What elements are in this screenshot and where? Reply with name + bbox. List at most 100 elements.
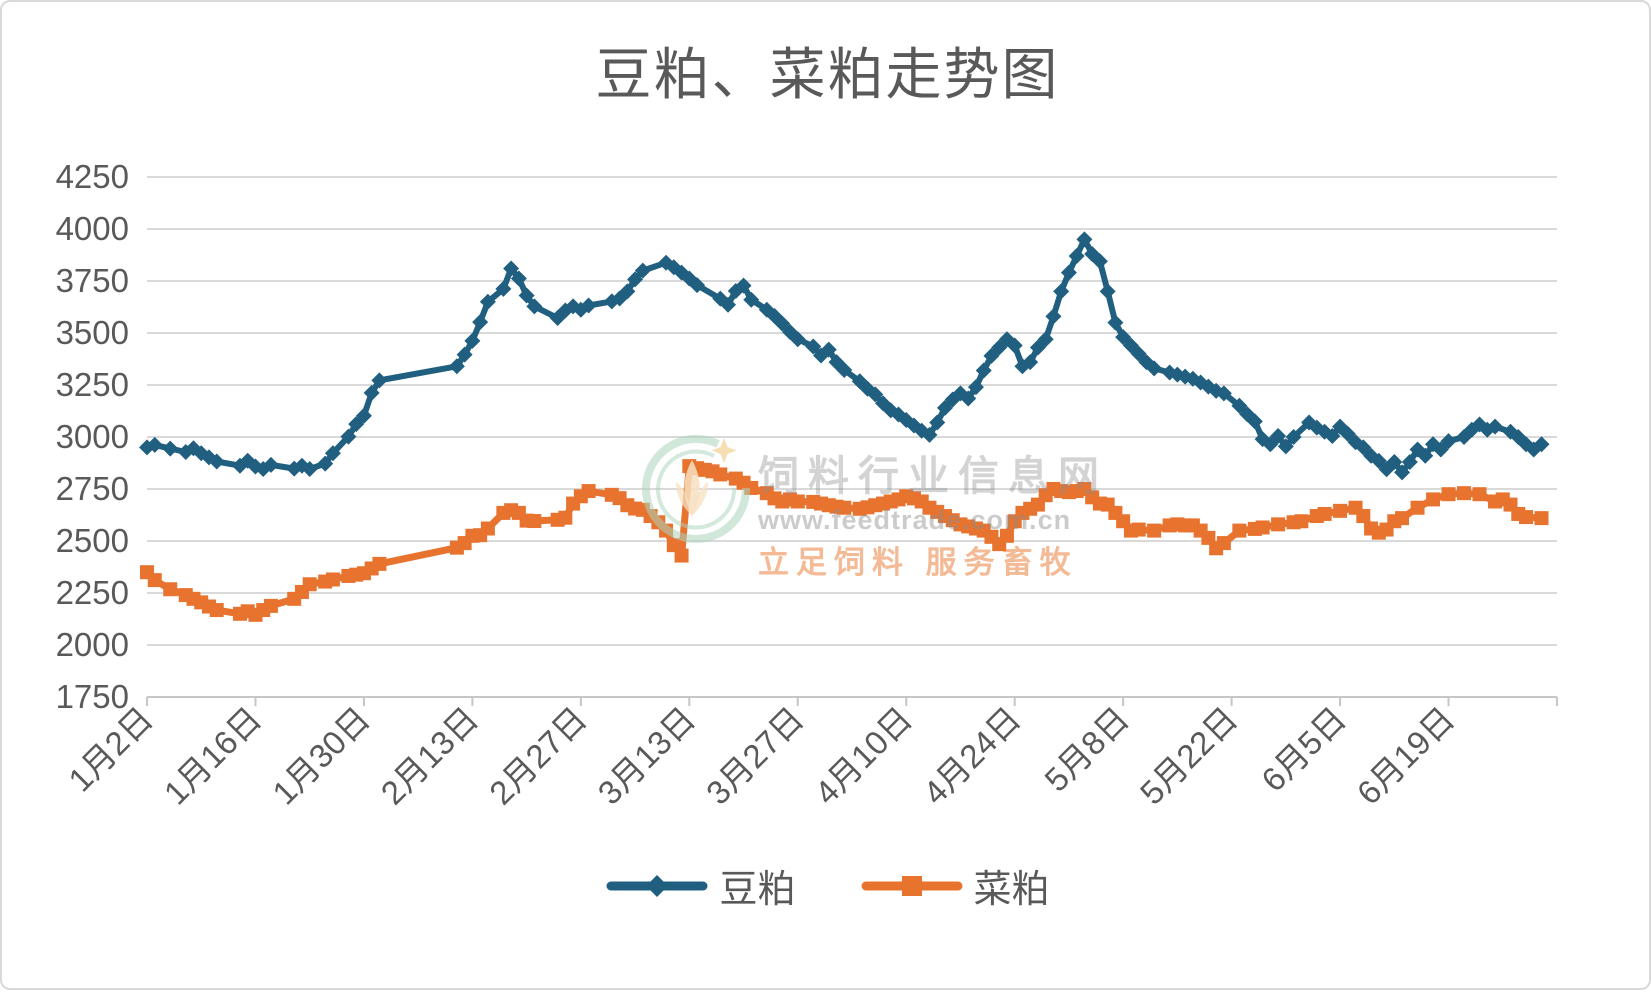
data-point-marker-soybean-meal xyxy=(1060,264,1077,281)
data-point-marker-soybean-meal xyxy=(991,339,1008,356)
data-point-marker-soybean-meal xyxy=(1045,308,1062,325)
data-point-marker-rapeseed-meal xyxy=(527,514,542,529)
data-point-marker-rapeseed-meal xyxy=(163,582,178,597)
data-point-marker-soybean-meal xyxy=(301,461,318,478)
data-point-marker-rapeseed-meal xyxy=(999,528,1014,543)
y-axis-tick-label: 4000 xyxy=(56,210,129,247)
data-point-marker-soybean-meal xyxy=(1324,427,1341,444)
data-point-marker-rapeseed-meal xyxy=(1294,514,1309,529)
data-point-marker-rapeseed-meal xyxy=(1534,511,1549,526)
data-point-marker-soybean-meal xyxy=(1262,436,1279,453)
data-point-marker-rapeseed-meal xyxy=(790,494,805,509)
x-axis-tick-label: 5月8日 xyxy=(1037,700,1136,799)
data-point-marker-rapeseed-meal xyxy=(209,603,224,618)
data-point-marker-soybean-meal xyxy=(317,455,334,472)
data-point-marker-soybean-meal xyxy=(503,260,520,277)
data-point-marker-soybean-meal xyxy=(921,426,938,443)
soybean-meal-series-swatch-icon xyxy=(606,874,708,897)
data-point-marker-soybean-meal xyxy=(720,296,737,313)
data-point-marker-soybean-meal xyxy=(1037,331,1054,348)
chart-title: 豆粕、菜粕走势图 xyxy=(595,43,1060,106)
data-point-marker-rapeseed-meal xyxy=(1333,503,1348,518)
data-point-marker-soybean-meal xyxy=(371,372,388,389)
y-axis-tick-label: 3750 xyxy=(56,262,129,299)
data-point-marker-soybean-meal xyxy=(146,436,163,453)
data-point-marker-soybean-meal xyxy=(1099,283,1116,300)
data-point-marker-rapeseed-meal xyxy=(1271,517,1286,532)
data-point-marker-rapeseed-meal xyxy=(480,521,495,536)
data-point-marker-soybean-meal xyxy=(1339,425,1356,442)
data-point-marker-soybean-meal xyxy=(348,416,365,433)
data-point-marker-soybean-meal xyxy=(363,384,380,401)
data-point-marker-soybean-meal xyxy=(448,358,465,375)
rapeseed-meal-series-swatch-icon xyxy=(861,875,962,896)
data-point-marker-soybean-meal xyxy=(634,262,651,279)
data-point-marker-soybean-meal xyxy=(1277,438,1294,455)
data-point-marker-soybean-meal xyxy=(340,428,357,445)
y-axis-tick-label: 3500 xyxy=(56,314,129,351)
y-axis-tick-label: 4250 xyxy=(56,158,129,195)
x-axis-tick-label: 6月19日 xyxy=(1350,700,1462,812)
data-point-marker-soybean-meal xyxy=(479,293,496,310)
data-point-marker-soybean-meal xyxy=(355,407,372,424)
data-point-marker-soybean-meal xyxy=(1115,329,1132,346)
data-point-marker-soybean-meal xyxy=(1053,283,1070,300)
y-axis-tick-label: 2500 xyxy=(56,522,129,559)
data-point-marker-soybean-meal xyxy=(1076,231,1093,248)
data-point-marker-soybean-meal xyxy=(162,440,179,457)
y-axis-tick-label: 3000 xyxy=(56,418,129,455)
data-point-marker-soybean-meal xyxy=(1029,339,1046,356)
data-point-marker-soybean-meal xyxy=(1270,427,1287,444)
data-point-marker-soybean-meal xyxy=(262,456,279,473)
data-point-marker-soybean-meal xyxy=(960,390,977,407)
data-point-marker-rapeseed-meal xyxy=(674,548,689,563)
data-point-marker-soybean-meal xyxy=(805,338,822,355)
data-point-marker-rapeseed-meal xyxy=(1216,536,1231,551)
data-point-marker-soybean-meal xyxy=(967,379,984,396)
data-point-marker-soybean-meal xyxy=(456,346,473,363)
legend-item-soybean-meal: 豆粕 xyxy=(605,858,796,913)
data-point-marker-rapeseed-meal xyxy=(1519,510,1534,525)
data-point-marker-soybean-meal xyxy=(836,362,853,379)
chart-legend: 豆粕 菜粕 xyxy=(2,858,1651,913)
data-point-marker-soybean-meal xyxy=(1432,441,1449,458)
data-point-marker-soybean-meal xyxy=(1401,453,1418,470)
data-point-marker-rapeseed-meal xyxy=(744,480,759,495)
x-axis-tick-label: 6月5日 xyxy=(1254,700,1353,799)
legend-label-rapeseed-meal: 菜粕 xyxy=(973,869,1050,911)
data-point-marker-soybean-meal xyxy=(743,291,760,308)
data-point-marker-rapeseed-meal xyxy=(325,572,340,587)
x-axis-tick-label: 3月27日 xyxy=(699,700,811,812)
data-point-marker-rapeseed-meal xyxy=(1426,492,1441,507)
y-axis-tick-label: 2750 xyxy=(56,470,129,507)
y-axis-tick-label: 1750 xyxy=(56,678,129,715)
data-point-marker-soybean-meal xyxy=(1068,248,1085,265)
data-point-marker-rapeseed-meal xyxy=(1232,523,1247,538)
x-axis-tick-label: 4月24日 xyxy=(916,700,1028,812)
data-point-marker-soybean-meal xyxy=(1417,447,1434,464)
data-point-marker-rapeseed-meal xyxy=(1147,523,1162,538)
data-point-marker-soybean-meal xyxy=(1022,354,1039,371)
data-point-marker-soybean-meal xyxy=(580,297,597,314)
data-point-marker-soybean-meal xyxy=(983,347,1000,364)
data-point-marker-rapeseed-meal xyxy=(302,577,317,592)
data-point-marker-soybean-meal xyxy=(324,445,341,462)
data-point-marker-rapeseed-meal xyxy=(263,598,278,613)
data-point-marker-rapeseed-meal xyxy=(581,484,596,499)
data-point-marker-soybean-meal xyxy=(1122,337,1139,354)
data-point-marker-soybean-meal xyxy=(1146,360,1163,377)
data-point-marker-soybean-meal xyxy=(619,283,636,300)
data-point-marker-soybean-meal xyxy=(774,315,791,332)
data-point-marker-soybean-meal xyxy=(867,386,884,403)
data-point-marker-soybean-meal xyxy=(689,277,706,294)
legend-item-rapeseed-meal: 菜粕 xyxy=(860,858,1050,913)
data-point-marker-soybean-meal xyxy=(1215,385,1232,402)
data-point-marker-soybean-meal xyxy=(518,287,535,304)
data-point-marker-soybean-meal xyxy=(975,362,992,379)
data-point-marker-soybean-meal xyxy=(936,399,953,416)
data-point-marker-soybean-meal xyxy=(929,414,946,431)
data-point-marker-soybean-meal xyxy=(1246,413,1263,430)
